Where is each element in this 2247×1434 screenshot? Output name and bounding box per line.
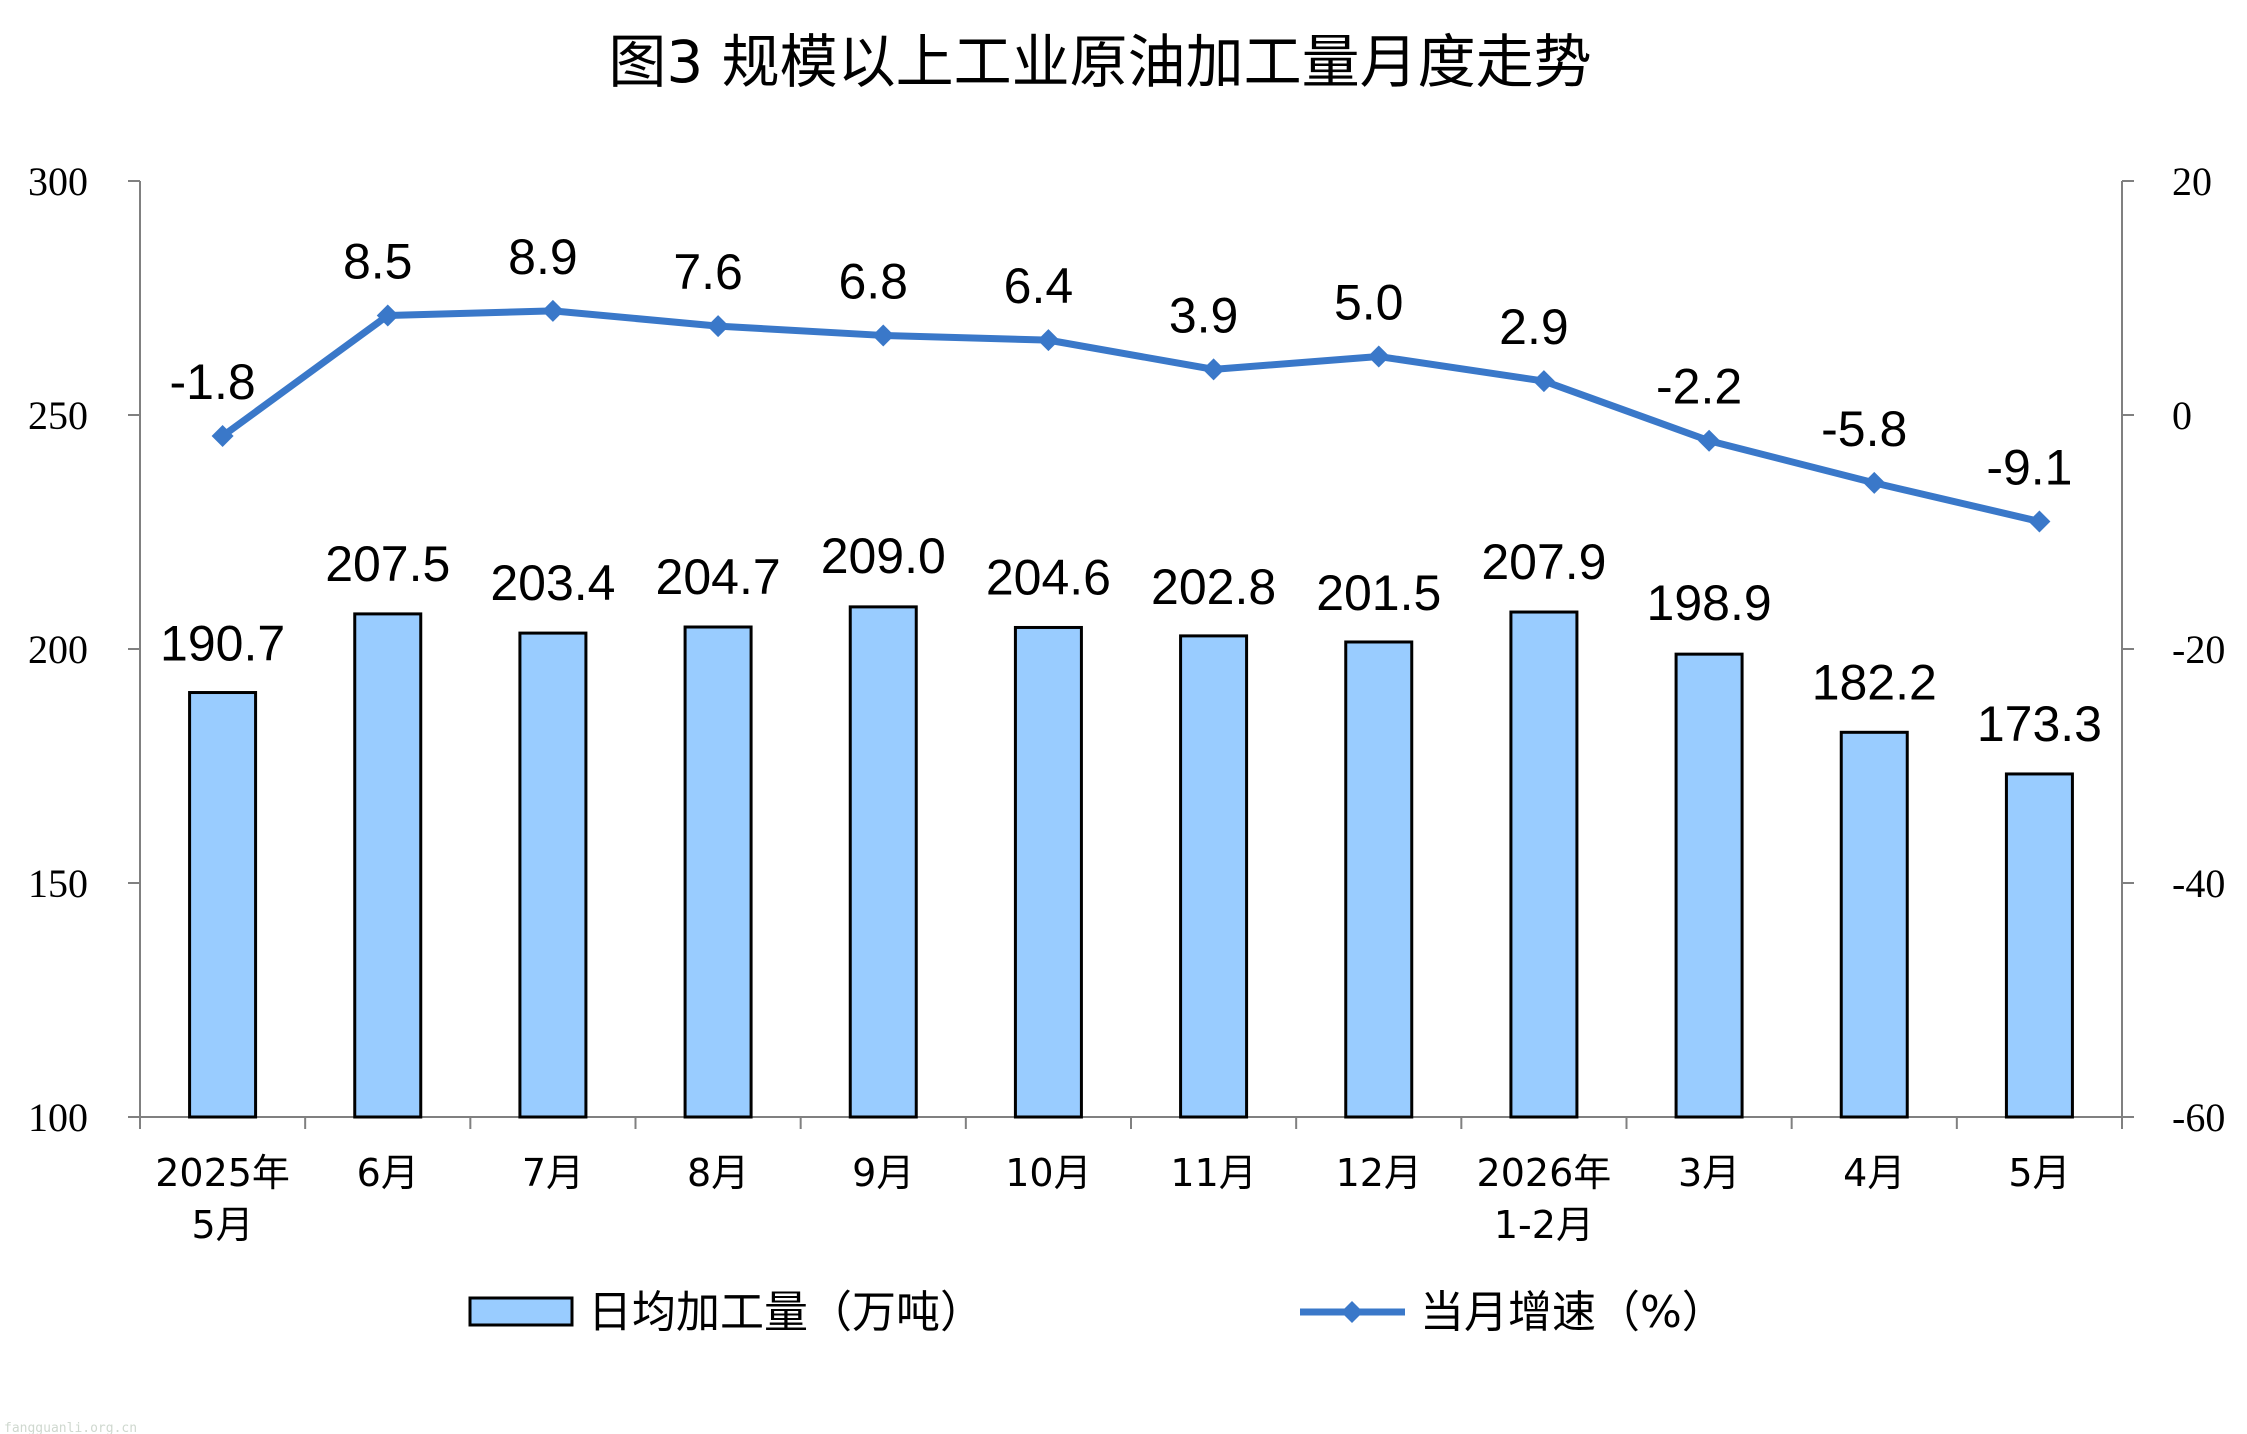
line-marker	[2028, 510, 2051, 533]
line-series	[211, 299, 2051, 533]
y-left-tick-label: 100	[28, 1095, 88, 1140]
line-marker	[1367, 345, 1390, 368]
line-value-label: 7.6	[673, 244, 743, 300]
x-category-label: 5月	[191, 1203, 253, 1247]
x-category-label: 8月	[687, 1151, 749, 1195]
series-line	[220, 307, 2041, 525]
line-value-label: -5.8	[1821, 401, 1907, 457]
line-value-label: 2.9	[1499, 299, 1569, 355]
bar	[2004, 772, 2074, 1119]
bar	[353, 612, 423, 1119]
bar-value-label: 201.5	[1316, 565, 1441, 621]
bar	[1674, 652, 1744, 1119]
legend-line-marker	[1341, 1301, 1363, 1323]
line-marker	[211, 425, 234, 448]
line-marker	[1698, 429, 1721, 452]
x-category-label: 9月	[852, 1151, 914, 1195]
line-marker	[707, 315, 730, 338]
x-category-label: 7月	[522, 1151, 584, 1195]
bar-value-label: 203.4	[490, 555, 615, 611]
line-marker	[376, 304, 399, 327]
line-value-label: 6.8	[838, 253, 908, 309]
x-category-label: 2025年	[155, 1151, 290, 1195]
x-category-label: 2026年	[1477, 1151, 1612, 1195]
legend: 日均加工量（万吨） 当月增速（%）	[468, 1287, 1726, 1338]
watermark-text: fangguanli.org.cn	[4, 1421, 137, 1434]
x-category-label: 11月	[1170, 1151, 1256, 1195]
line-marker	[1532, 370, 1555, 393]
bar-value-label: 190.7	[160, 616, 285, 672]
y-left-tick-label: 300	[28, 159, 88, 204]
bar	[848, 605, 918, 1119]
bar	[1344, 640, 1414, 1119]
x-axis-categories: 2025年 5月 6月 7月 8月 9月 10月 11月 12月 2026年 1-2月 3月 4月 5月	[155, 1151, 2070, 1247]
y-right-tick-label: -40	[2172, 861, 2225, 906]
bar-value-label: 209.0	[821, 528, 946, 584]
x-category-label: 5月	[2008, 1151, 2070, 1195]
bar-value-label: 204.6	[986, 549, 1111, 605]
bar	[1509, 610, 1579, 1119]
y-left-tick-label: 150	[28, 861, 88, 906]
line-value-label: 3.9	[1169, 287, 1239, 343]
data-labels: 190.7 207.5 203.4 204.7 209.0 204.6 202.8 201.5…	[160, 229, 2102, 752]
x-category-label: 12月	[1336, 1151, 1422, 1195]
line-marker	[872, 324, 895, 347]
bar-value-label: 202.8	[1151, 559, 1276, 615]
line-marker	[1202, 358, 1225, 381]
bar-value-label: 207.5	[325, 536, 450, 592]
line-marker	[1863, 471, 1886, 494]
line-value-label: -2.2	[1656, 359, 1742, 415]
bar	[1839, 730, 1909, 1119]
y-right-tick-label: 0	[2172, 393, 2192, 438]
axes: 100 150 200 250 300 -60 -40 -20 0 20	[28, 159, 2225, 1140]
chart-title: 图3 规模以上工业原油加工量月度走势	[608, 28, 1591, 96]
legend-line-label: 当月增速（%）	[1420, 1287, 1726, 1338]
line-value-label: 8.5	[343, 234, 413, 290]
line-value-label: -1.8	[169, 354, 255, 410]
y-right-tick-label: -60	[2172, 1095, 2225, 1140]
x-category-label: 4月	[1843, 1151, 1905, 1195]
bar-value-label: 204.7	[656, 549, 781, 605]
y-left-tick-label: 250	[28, 393, 88, 438]
y-left-tick-label: 200	[28, 627, 88, 672]
bar	[518, 631, 588, 1119]
bar	[1179, 634, 1249, 1119]
legend-bar-swatch	[468, 1296, 574, 1327]
line-marker	[1037, 329, 1060, 352]
x-category-label: 6月	[357, 1151, 419, 1195]
x-category-label: 1-2月	[1494, 1203, 1594, 1247]
bar-value-label: 198.9	[1647, 575, 1772, 631]
x-category-label: 10月	[1005, 1151, 1091, 1195]
bar-value-label: 182.2	[1812, 654, 1937, 710]
line-value-label: -9.1	[1986, 439, 2072, 495]
y-right-tick-label: 20	[2172, 159, 2212, 204]
bar	[683, 625, 753, 1119]
y-right-tick-label: -20	[2172, 627, 2225, 672]
bar-value-label: 207.9	[1481, 534, 1606, 590]
line-value-label: 8.9	[508, 229, 578, 285]
line-value-label: 5.0	[1334, 275, 1404, 331]
bar-series	[188, 605, 2074, 1119]
bar-value-label: 173.3	[1977, 696, 2102, 752]
line-marker	[541, 299, 564, 322]
legend-bar-label: 日均加工量（万吨）	[588, 1287, 984, 1338]
bar	[188, 691, 258, 1119]
x-category-label: 3月	[1678, 1151, 1740, 1195]
bar	[1013, 625, 1083, 1119]
line-value-label: 6.4	[1004, 258, 1074, 314]
